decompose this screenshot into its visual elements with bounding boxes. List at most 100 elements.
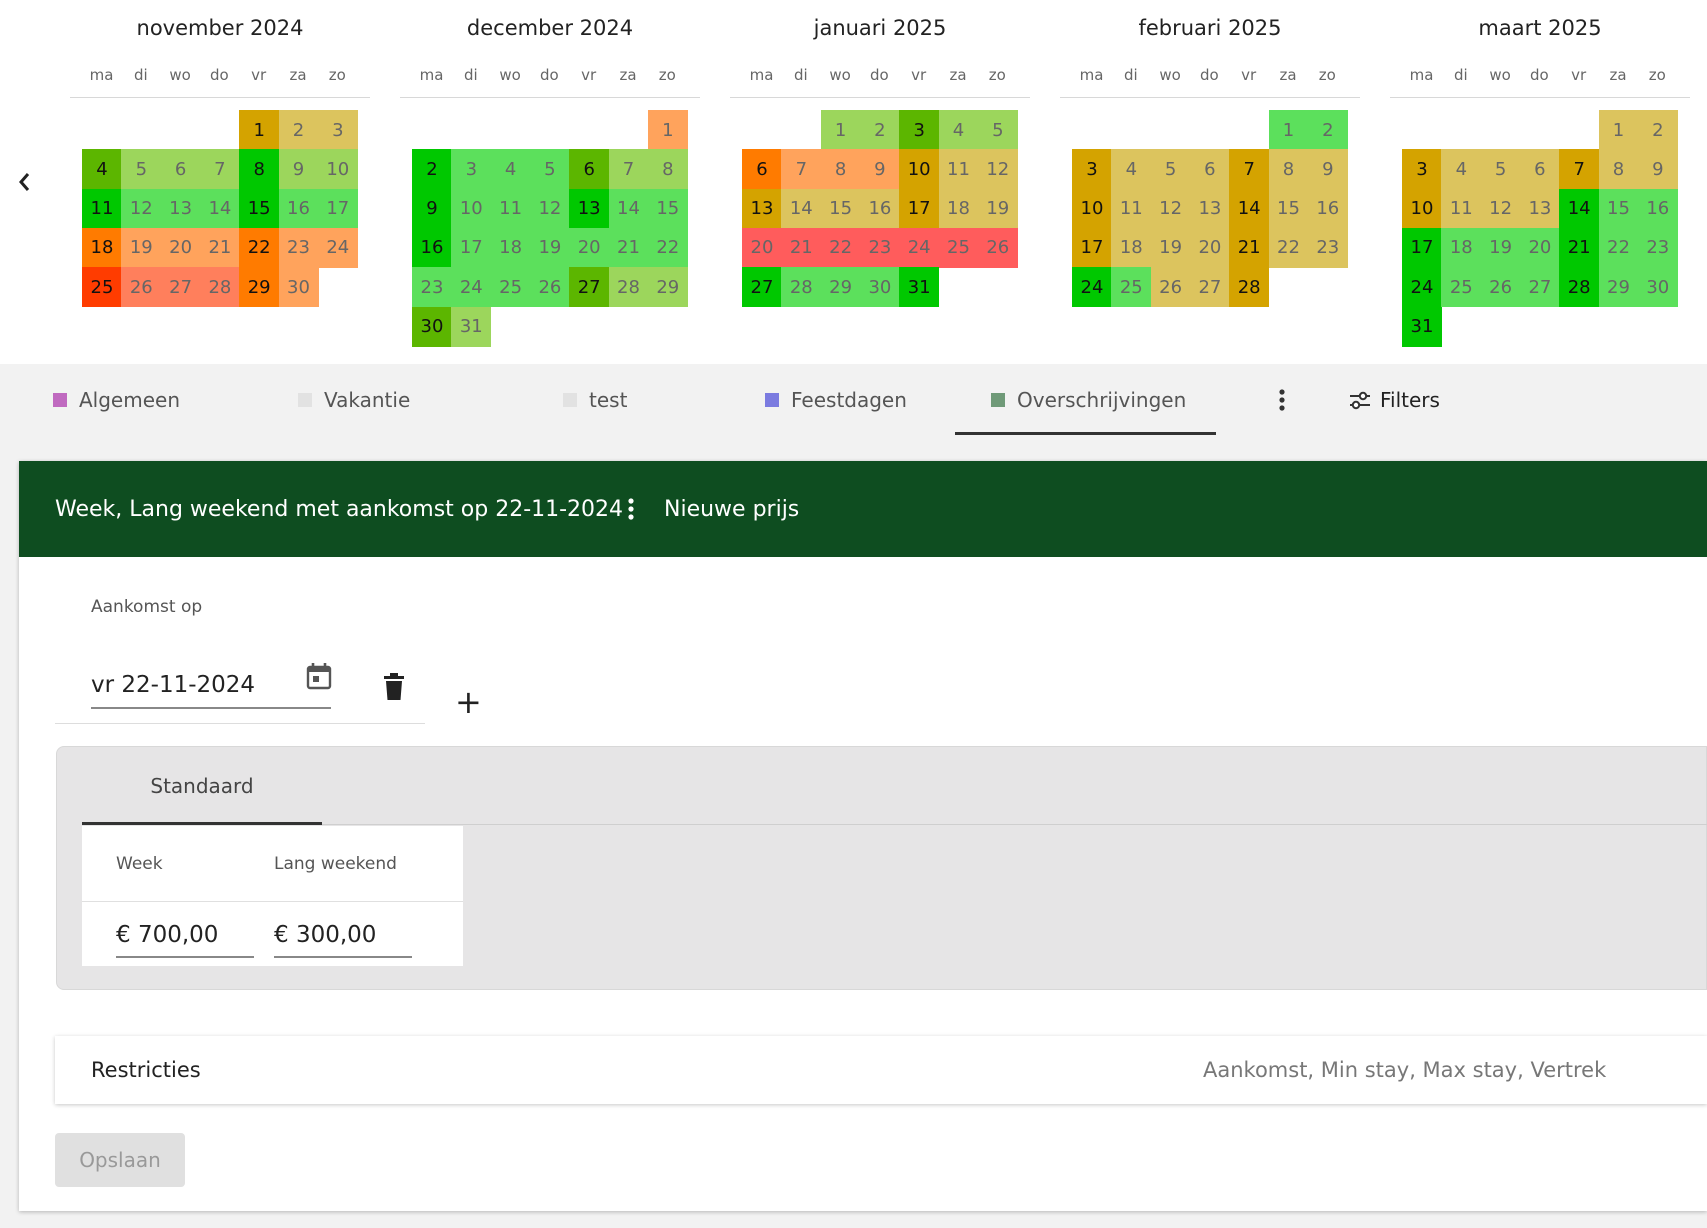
- calendar-day[interactable]: 25: [82, 267, 122, 308]
- calendar-day[interactable]: 22: [239, 227, 280, 268]
- calendar-day[interactable]: 30: [1637, 267, 1678, 308]
- calendar-day[interactable]: 3: [1072, 149, 1112, 190]
- calendar-day[interactable]: 23: [412, 267, 452, 308]
- calendar-day[interactable]: 16: [1637, 188, 1678, 229]
- calendar-day[interactable]: 12: [977, 149, 1018, 190]
- calendar-day[interactable]: 4: [938, 110, 979, 150]
- calendar-day[interactable]: 6: [1189, 149, 1230, 190]
- save-button[interactable]: Opslaan: [55, 1133, 185, 1187]
- calendar-day[interactable]: 10: [1072, 188, 1112, 229]
- calendar-day[interactable]: 12: [1150, 188, 1191, 229]
- calendar-day[interactable]: 1: [820, 110, 861, 150]
- calendar-day[interactable]: 4: [490, 149, 531, 190]
- calendar-day[interactable]: 2: [278, 110, 319, 150]
- calendar-day[interactable]: 29: [820, 267, 861, 308]
- calendar-day[interactable]: 14: [608, 188, 649, 229]
- calendar-day[interactable]: 3: [899, 110, 940, 150]
- tab-algemeen[interactable]: Algemeen: [53, 364, 180, 436]
- calendar-day[interactable]: 26: [977, 227, 1018, 268]
- calendar-day[interactable]: 27: [742, 267, 782, 308]
- calendar-day[interactable]: 23: [1307, 227, 1348, 268]
- calendar-day[interactable]: 1: [1268, 110, 1309, 150]
- calendar-day[interactable]: 26: [1480, 267, 1521, 308]
- calendar-day[interactable]: 17: [1072, 227, 1112, 268]
- calendar-day[interactable]: 28: [608, 267, 649, 308]
- calendar-day[interactable]: 13: [1519, 188, 1560, 229]
- arrival-date-input[interactable]: vr 22-11-2024: [91, 663, 331, 709]
- calendar-day[interactable]: 14: [1229, 188, 1270, 229]
- calendar-day[interactable]: 26: [529, 267, 570, 308]
- calendar-day[interactable]: 22: [647, 227, 688, 268]
- calendar-day[interactable]: 6: [742, 149, 782, 190]
- calendar-day[interactable]: 4: [1111, 149, 1152, 190]
- calendar-day[interactable]: 17: [451, 227, 492, 268]
- calendar-day[interactable]: 20: [742, 227, 782, 268]
- calendar-day[interactable]: 24: [317, 227, 358, 268]
- calendar-day[interactable]: 13: [1189, 188, 1230, 229]
- calendar-day[interactable]: 8: [1598, 149, 1639, 190]
- calendar-day[interactable]: 24: [1072, 267, 1112, 308]
- calendar-day[interactable]: 21: [1229, 227, 1270, 268]
- calendar-day[interactable]: 21: [608, 227, 649, 268]
- calendar-day[interactable]: 3: [1402, 149, 1442, 190]
- calendar-day[interactable]: 9: [412, 188, 452, 229]
- calendar-day[interactable]: 9: [1637, 149, 1678, 190]
- calendar-day[interactable]: 18: [938, 188, 979, 229]
- calendar-day[interactable]: 7: [1559, 149, 1600, 190]
- calendar-day[interactable]: 16: [859, 188, 900, 229]
- card-menu-button[interactable]: [619, 461, 643, 557]
- tab-standaard[interactable]: Standaard: [150, 774, 254, 798]
- lang-weekend-price-input[interactable]: € 300,00: [274, 914, 412, 958]
- calendar-day[interactable]: 2: [859, 110, 900, 150]
- calendar-day[interactable]: 23: [1637, 227, 1678, 268]
- calendar-day[interactable]: 7: [608, 149, 649, 190]
- week-price-input[interactable]: € 700,00: [116, 914, 254, 958]
- calendar-day[interactable]: 8: [239, 149, 280, 190]
- calendar-day[interactable]: 31: [451, 306, 492, 347]
- calendar-day[interactable]: 11: [1441, 188, 1482, 229]
- calendar-day[interactable]: 9: [1307, 149, 1348, 190]
- more-tabs-button[interactable]: [1270, 364, 1294, 436]
- calendar-day[interactable]: 24: [1402, 267, 1442, 308]
- tab-vakantie[interactable]: Vakantie: [298, 364, 410, 436]
- calendar-day[interactable]: 2: [412, 149, 452, 190]
- calendar-day[interactable]: 19: [121, 227, 162, 268]
- calendar-day[interactable]: 15: [1268, 188, 1309, 229]
- calendar-day[interactable]: 16: [1307, 188, 1348, 229]
- calendar-day[interactable]: 28: [1559, 267, 1600, 308]
- calendar-day[interactable]: 22: [820, 227, 861, 268]
- calendar-day[interactable]: 7: [1229, 149, 1270, 190]
- calendar-day[interactable]: 4: [1441, 149, 1482, 190]
- calendar-day[interactable]: 23: [859, 227, 900, 268]
- calendar-day[interactable]: 15: [1598, 188, 1639, 229]
- calendar-day[interactable]: 25: [938, 227, 979, 268]
- previous-month-button[interactable]: [14, 168, 34, 196]
- calendar-day[interactable]: 29: [1598, 267, 1639, 308]
- calendar-day[interactable]: 26: [121, 267, 162, 308]
- filters-button[interactable]: Filters: [1348, 364, 1440, 436]
- calendar-day[interactable]: 20: [1189, 227, 1230, 268]
- calendar-day[interactable]: 31: [1402, 306, 1442, 347]
- calendar-day[interactable]: 24: [451, 267, 492, 308]
- calendar-day[interactable]: 6: [1519, 149, 1560, 190]
- calendar-day[interactable]: 1: [647, 110, 688, 150]
- calendar-day[interactable]: 27: [1519, 267, 1560, 308]
- calendar-day[interactable]: 15: [647, 188, 688, 229]
- calendar-day[interactable]: 22: [1598, 227, 1639, 268]
- calendar-day[interactable]: 12: [529, 188, 570, 229]
- calendar-icon[interactable]: [305, 661, 333, 695]
- calendar-day[interactable]: 28: [781, 267, 822, 308]
- new-price-button[interactable]: Nieuwe prijs: [664, 496, 800, 522]
- calendar-day[interactable]: 25: [1441, 267, 1482, 308]
- calendar-day[interactable]: 7: [199, 149, 240, 190]
- calendar-day[interactable]: 19: [977, 188, 1018, 229]
- calendar-day[interactable]: 9: [278, 149, 319, 190]
- calendar-day[interactable]: 19: [1480, 227, 1521, 268]
- calendar-day[interactable]: 18: [1111, 227, 1152, 268]
- calendar-day[interactable]: 19: [1150, 227, 1191, 268]
- calendar-day[interactable]: 11: [1111, 188, 1152, 229]
- calendar-day[interactable]: 26: [1150, 267, 1191, 308]
- calendar-day[interactable]: 20: [1519, 227, 1560, 268]
- calendar-day[interactable]: 12: [121, 188, 162, 229]
- calendar-day[interactable]: 5: [529, 149, 570, 190]
